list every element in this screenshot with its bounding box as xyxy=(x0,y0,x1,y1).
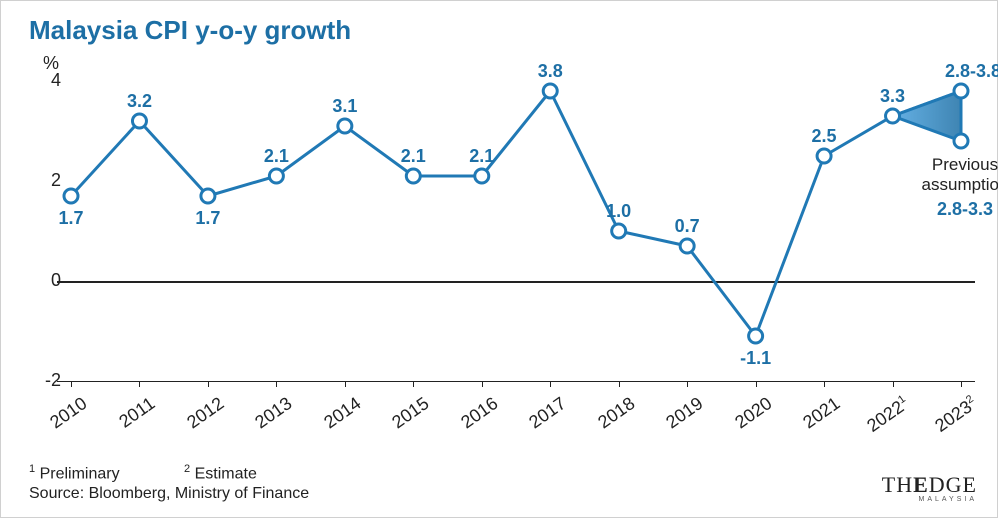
footnotes: 1 Preliminary 2 Estimate Source: Bloombe… xyxy=(29,463,317,505)
data-label: 2.5 xyxy=(812,126,837,147)
data-label: 0.7 xyxy=(675,216,700,237)
forecast-low-marker xyxy=(954,134,968,148)
source-line: Source: Bloomberg, Ministry of Finance xyxy=(29,485,317,503)
data-marker xyxy=(886,109,900,123)
data-label: 2.1 xyxy=(469,146,494,167)
data-marker xyxy=(132,114,146,128)
data-label: 1.7 xyxy=(58,208,83,229)
data-marker xyxy=(269,169,283,183)
data-marker xyxy=(680,239,694,253)
data-label: 2.1 xyxy=(264,146,289,167)
chart-container: Malaysia CPI y-o-y growth % -2024 201020… xyxy=(0,0,998,518)
data-label: 1.0 xyxy=(606,201,631,222)
data-label: 3.2 xyxy=(127,91,152,112)
data-label: 2.8-3.8 xyxy=(945,61,998,82)
line-plot xyxy=(1,51,998,461)
footnote-2: 2 Estimate xyxy=(184,463,257,483)
data-marker xyxy=(749,329,763,343)
chart-area: % -2024 20102011201220132014201520162017… xyxy=(1,51,998,461)
publisher-logo: THEDGE MALAYSIA xyxy=(882,472,977,503)
footnote-1: 1 Preliminary xyxy=(29,463,120,483)
data-label: 3.3 xyxy=(880,86,905,107)
data-label: 1.7 xyxy=(195,208,220,229)
data-marker xyxy=(543,84,557,98)
data-label: -1.1 xyxy=(740,348,771,369)
data-marker xyxy=(475,169,489,183)
data-marker xyxy=(817,149,831,163)
data-marker xyxy=(954,84,968,98)
previous-assumption-range: 2.8-3.3 xyxy=(937,199,993,220)
data-marker xyxy=(201,189,215,203)
data-label: 3.8 xyxy=(538,61,563,82)
previous-assumption-label: Previousassumption xyxy=(922,155,998,195)
chart-title: Malaysia CPI y-o-y growth xyxy=(29,15,351,46)
data-label: 3.1 xyxy=(332,96,357,117)
data-marker xyxy=(612,224,626,238)
data-marker xyxy=(406,169,420,183)
data-marker xyxy=(338,119,352,133)
data-marker xyxy=(64,189,78,203)
data-label: 2.1 xyxy=(401,146,426,167)
